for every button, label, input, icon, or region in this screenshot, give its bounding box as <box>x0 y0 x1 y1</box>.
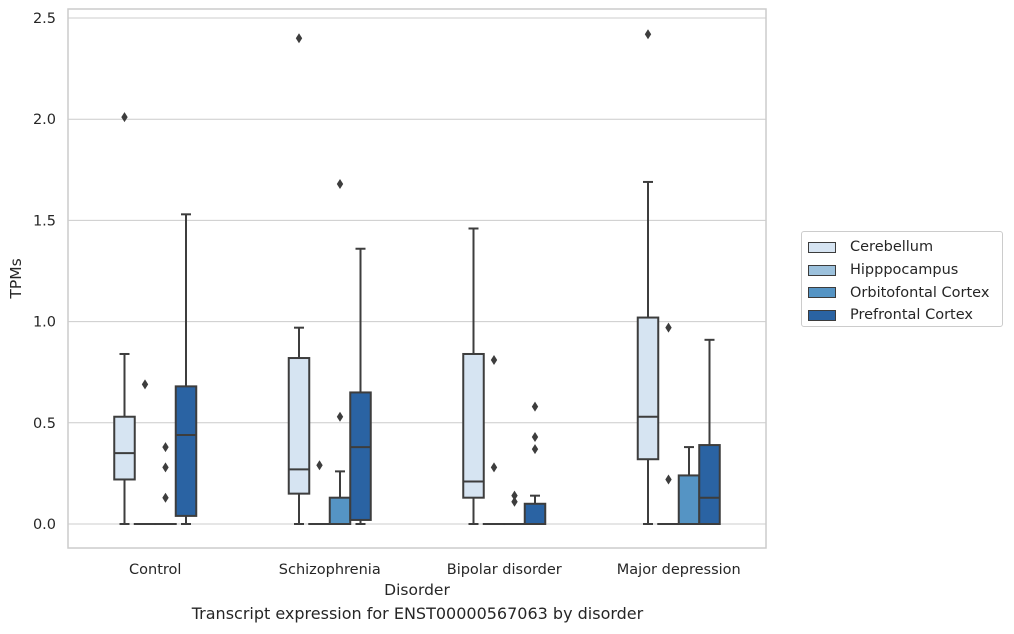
legend-item: Hipppocampus <box>808 259 1002 282</box>
outlier-point <box>511 490 518 501</box>
box-body <box>636 316 660 461</box>
outlier-point <box>490 462 498 473</box>
outlier-point <box>336 178 344 189</box>
box-prefrontal-cortex <box>174 213 198 525</box>
legend-item: Cerebellum <box>808 236 1002 259</box>
chart-caption: Transcript expression for ENST0000056706… <box>191 604 644 623</box>
box-hipppocampus <box>133 379 157 526</box>
outlier-point <box>665 322 672 333</box>
y-axis-label: TPMs <box>7 258 25 299</box>
box-orbitofontal-cortex <box>677 446 701 526</box>
plot-frame <box>67 8 767 549</box>
box-body <box>287 357 311 495</box>
outlier-point <box>162 492 169 503</box>
y-tick-label: 1.5 <box>33 213 56 229</box>
box-cerebellum <box>462 227 485 525</box>
outlier-point <box>121 112 128 123</box>
box-body <box>349 391 372 521</box>
outlier-point <box>531 444 539 455</box>
box-body <box>174 385 198 517</box>
outlier-point <box>511 496 518 507</box>
legend-item: Orbitofontal Cortex <box>808 281 1002 304</box>
legend-swatch-2 <box>808 287 836 299</box>
box-cerebellum <box>287 33 311 525</box>
outlier-point <box>162 442 169 453</box>
y-tick-label: 1.0 <box>33 315 56 331</box>
y-tick-label: 2.0 <box>33 112 56 128</box>
box-hipppocampus <box>482 355 506 526</box>
x-axis-label: Disorder <box>384 581 450 599</box>
box-prefrontal-cortex <box>698 338 721 525</box>
x-tick-label: Major depression <box>617 562 741 578</box>
legend-item: Prefrontal Cortex <box>808 304 1002 327</box>
box-hipppocampus <box>308 460 331 526</box>
box-orbitofontal-cortex <box>503 490 526 526</box>
box-body <box>113 415 136 481</box>
box-body <box>462 352 485 499</box>
legend-swatch-3 <box>808 309 836 321</box>
outlier-point <box>531 431 539 442</box>
x-tick-label: Schizophrenia <box>279 562 381 578</box>
outlier-point <box>531 401 539 412</box>
y-tick-label: 0.5 <box>33 416 56 432</box>
box-prefrontal-cortex <box>523 401 547 526</box>
legend-label: Orbitofontal Cortex <box>850 284 990 301</box>
outlier-point <box>162 462 169 473</box>
outlier-point <box>141 379 149 390</box>
box-body <box>677 474 701 526</box>
box-cerebellum <box>113 112 136 525</box>
y-tick-label: 0.0 <box>33 517 56 533</box>
x-tick-label: Bipolar disorder <box>447 562 562 578</box>
legend-label: Hipppocampus <box>850 262 959 279</box>
outlier-point <box>316 460 323 471</box>
box-orbitofontal-cortex <box>328 178 352 525</box>
y-tick-label: 2.5 <box>33 11 56 27</box>
outlier-point <box>644 29 652 40</box>
box-body <box>698 444 721 525</box>
legend-label: Prefrontal Cortex <box>850 307 973 324</box>
outlier-point <box>295 33 303 44</box>
box-cerebellum <box>636 29 660 525</box>
x-tick-label: Control <box>129 562 181 578</box>
outlier-point <box>490 355 498 366</box>
box-orbitofontal-cortex <box>154 442 177 526</box>
box-prefrontal-cortex <box>349 247 372 525</box>
box-body <box>523 502 547 526</box>
outlier-point <box>336 411 344 422</box>
box-body <box>328 496 352 525</box>
legend-label: Cerebellum <box>850 239 934 256</box>
legend-swatch-0 <box>808 241 836 253</box>
legend-swatch-1 <box>808 264 836 276</box>
legend: Cerebellum Hipppocampus Orbitofontal Cor… <box>801 231 1003 327</box>
outlier-point <box>665 474 672 485</box>
box-hipppocampus <box>657 322 680 526</box>
